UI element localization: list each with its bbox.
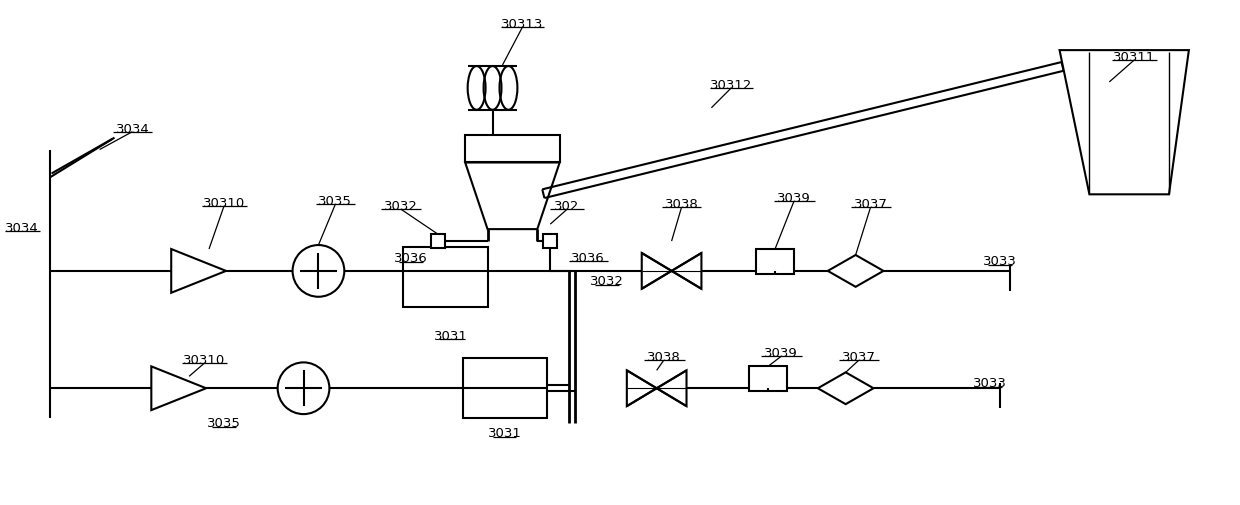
Text: 3034: 3034 bbox=[5, 222, 38, 235]
Text: 3039: 3039 bbox=[777, 192, 811, 205]
Text: 30310: 30310 bbox=[203, 197, 246, 210]
Text: 3032: 3032 bbox=[384, 200, 418, 213]
Text: 3032: 3032 bbox=[590, 274, 624, 287]
Text: 3033: 3033 bbox=[973, 377, 1007, 389]
Text: 30312: 30312 bbox=[711, 79, 753, 92]
Text: 3035: 3035 bbox=[207, 416, 241, 429]
Text: 3033: 3033 bbox=[983, 255, 1017, 268]
Bar bbox=[465, 135, 559, 163]
Text: 302: 302 bbox=[554, 200, 580, 213]
Text: 30310: 30310 bbox=[184, 354, 226, 367]
Polygon shape bbox=[828, 256, 883, 287]
Polygon shape bbox=[818, 373, 873, 405]
Bar bbox=[543, 235, 557, 248]
Text: 3034: 3034 bbox=[115, 123, 149, 135]
Polygon shape bbox=[627, 371, 657, 407]
Polygon shape bbox=[657, 371, 687, 407]
Polygon shape bbox=[465, 163, 559, 230]
Bar bbox=[749, 367, 787, 391]
Bar bbox=[403, 247, 487, 307]
Polygon shape bbox=[642, 254, 672, 289]
Bar bbox=[430, 235, 445, 248]
Bar bbox=[463, 359, 547, 418]
Text: 3035: 3035 bbox=[319, 195, 352, 208]
Bar bbox=[756, 249, 794, 274]
Text: 3037: 3037 bbox=[853, 198, 888, 211]
Text: 3039: 3039 bbox=[764, 347, 797, 360]
Polygon shape bbox=[151, 367, 206, 411]
Text: 3036: 3036 bbox=[572, 251, 605, 265]
Text: 3031: 3031 bbox=[434, 329, 467, 342]
Polygon shape bbox=[672, 254, 702, 289]
Text: 3038: 3038 bbox=[665, 198, 698, 211]
Text: 3036: 3036 bbox=[394, 251, 428, 265]
Text: 3031: 3031 bbox=[487, 426, 521, 439]
Polygon shape bbox=[1059, 51, 1189, 195]
Text: 30311: 30311 bbox=[1114, 51, 1156, 64]
Text: 30313: 30313 bbox=[501, 18, 543, 31]
Text: 3038: 3038 bbox=[647, 351, 681, 364]
Polygon shape bbox=[171, 249, 226, 293]
Text: 3037: 3037 bbox=[842, 351, 875, 364]
